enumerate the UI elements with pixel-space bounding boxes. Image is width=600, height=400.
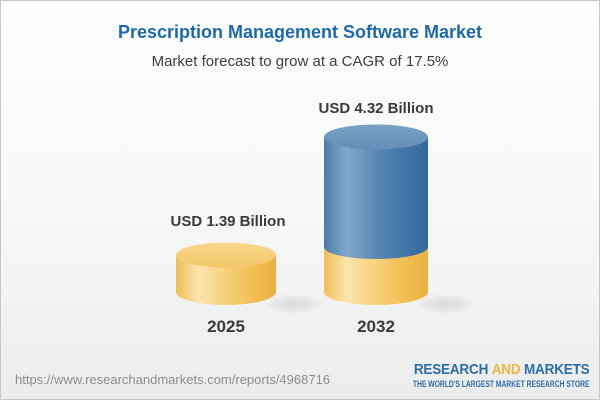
logo-tagline: THE WORLD'S LARGEST MARKET RESEARCH STOR… <box>412 379 589 389</box>
bar-2032-base-segment <box>324 247 428 305</box>
researchandmarkets-logo: RESEARCH AND MARKETS THE WORLD'S LARGEST… <box>354 362 589 389</box>
report-url[interactable]: https://www.researchandmarkets.com/repor… <box>15 372 331 387</box>
category-label-2032: 2032 <box>357 317 395 336</box>
logo-wordmark: RESEARCH AND MARKETS <box>377 362 589 377</box>
bar-2032-top <box>324 124 428 150</box>
logo-word-research: RESEARCH <box>413 361 488 378</box>
value-label-2025: USD 1.39 Billion <box>170 213 286 230</box>
bar-2032-shadow <box>416 294 476 314</box>
bar-2032-cylinder <box>324 124 428 305</box>
value-label-2032: USD 4.32 Billion <box>318 100 434 117</box>
bar-2025-cylinder <box>176 242 276 305</box>
logo-word-markets: MARKETS <box>523 361 590 378</box>
bar-2025-body <box>176 255 276 305</box>
chart-title: Prescription Management Software Market <box>117 22 483 42</box>
bar-2032-growth-segment <box>324 137 428 259</box>
chart-subtitle: Market forecast to grow at a CAGR of 17.… <box>151 53 449 70</box>
bar-2025-shadow <box>264 294 324 314</box>
logo-word-and: AND <box>491 361 520 378</box>
bar-2025-top <box>176 242 276 268</box>
category-label-2025: 2025 <box>207 317 245 336</box>
